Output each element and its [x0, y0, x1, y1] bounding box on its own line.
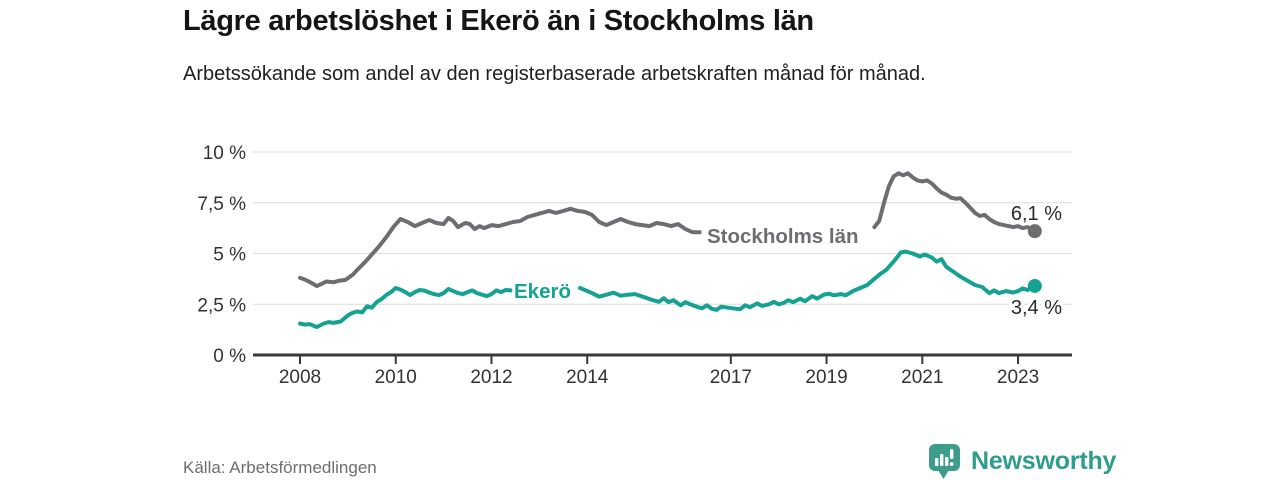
source-note: Källa: Arbetsförmedlingen — [183, 458, 377, 477]
ekero-end-value-label: 3,4 % — [1011, 297, 1062, 319]
y-axis-label-0: 0 % — [213, 346, 246, 367]
y-axis-label-10: 10 % — [203, 143, 246, 164]
newsworthy-bar-chart-bubble-icon — [929, 444, 960, 479]
chart-subtitle: Arbetssökande som andel av den registerb… — [183, 63, 926, 85]
chart-title: Lägre arbetslöshet i Ekerö än i Stockhol… — [183, 5, 814, 37]
x-axis-label-2010: 2010 — [375, 367, 417, 388]
ekero-series-label: Ekerö — [514, 280, 571, 303]
x-axis-label-2023: 2023 — [997, 367, 1039, 388]
x-axis-label-2008: 2008 — [279, 367, 321, 388]
x-axis-label-2014: 2014 — [566, 367, 609, 388]
x-axis-label-2019: 2019 — [805, 367, 847, 388]
y-axis-label-2.5: 2,5 % — [197, 295, 246, 316]
y-axis-label-7.5: 7,5 % — [197, 194, 246, 215]
newsworthy-logo: Newsworthy — [928, 443, 1116, 480]
x-axis-label-2012: 2012 — [470, 367, 512, 388]
y-axis-label-5: 5 % — [213, 245, 246, 266]
stockholm-end-value-label: 6,1 % — [1011, 203, 1062, 225]
stockholm-line-segment-2 — [872, 171, 1037, 234]
newsworthy-wordmark: Newsworthy — [971, 447, 1117, 475]
stockholm-end-marker — [1027, 224, 1042, 239]
ekero-line-segment-2 — [578, 249, 1037, 312]
stockholm-series-label: Stockholms län — [707, 225, 859, 248]
x-axis-label-2017: 2017 — [710, 367, 752, 388]
ekero-end-marker — [1027, 278, 1042, 293]
ekero-line-segment-1 — [298, 286, 513, 329]
stockholm-line-segment-1 — [298, 206, 702, 288]
x-axis-label-2021: 2021 — [901, 367, 943, 388]
